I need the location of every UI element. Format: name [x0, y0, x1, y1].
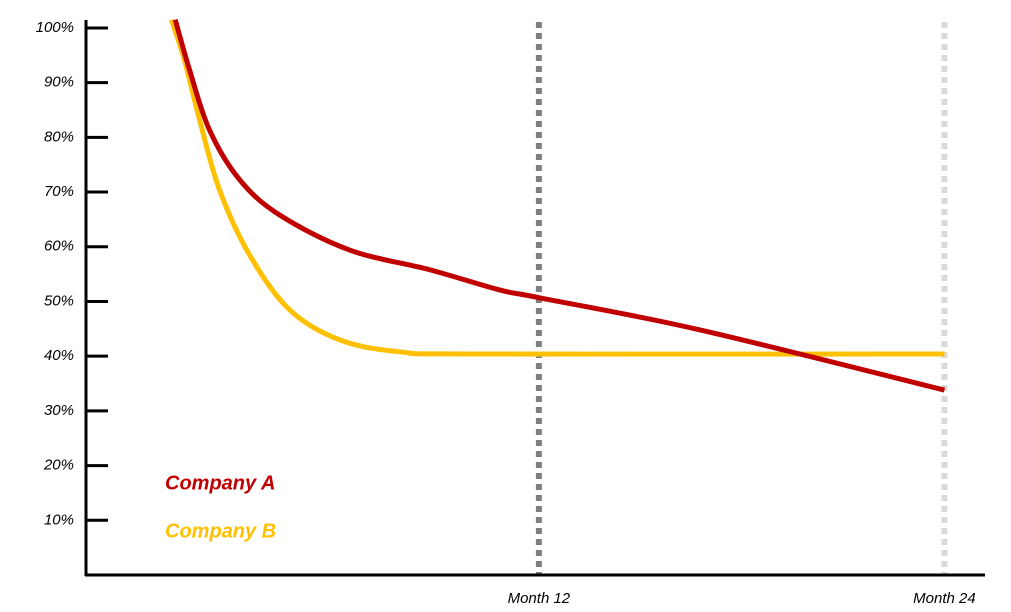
- y-tick-label: 50%: [44, 292, 74, 309]
- y-tick-label: 90%: [44, 74, 74, 91]
- y-tick-label: 10%: [44, 511, 74, 528]
- y-tick-label: 40%: [44, 347, 74, 364]
- y-tick-label: 60%: [44, 238, 74, 255]
- legend-label: Company B: [165, 520, 276, 542]
- x-tick-label: Month 12: [508, 590, 571, 607]
- y-tick-label: 20%: [43, 457, 74, 474]
- y-tick-label: 30%: [44, 402, 74, 419]
- series-line: [172, 19, 946, 393]
- x-tick-label: Month 24: [913, 590, 976, 607]
- legend-label: Company A: [165, 472, 275, 494]
- series-line: [169, 18, 945, 357]
- y-tick-label: 80%: [44, 128, 74, 145]
- y-tick-label: 70%: [44, 183, 74, 200]
- y-tick-label: 100%: [36, 19, 74, 36]
